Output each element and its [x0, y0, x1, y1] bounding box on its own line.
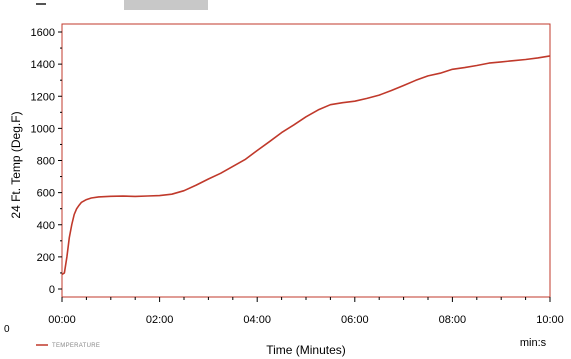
- legend-label: TEMPERATURE: [52, 343, 100, 349]
- y-tick-label: 1600: [31, 27, 55, 39]
- series-layer: [61, 55, 551, 276]
- x-tick-label: 00:00: [48, 314, 76, 326]
- stray-zero-label: 0: [4, 324, 10, 335]
- y-tick-label: 1200: [31, 91, 55, 103]
- x-tick-label: 04:00: [243, 314, 271, 326]
- y-tick-label: 200: [37, 252, 55, 264]
- x-axis-unit-label: min:s: [520, 337, 547, 349]
- x-tick-label: 08:00: [439, 314, 467, 326]
- y-tick-label: 1000: [31, 123, 55, 135]
- x-axis-title: Time (Minutes): [266, 343, 346, 357]
- x-tick-label: 10:00: [536, 314, 564, 326]
- top-header-strip: [0, 0, 571, 10]
- y-tick-label: 600: [37, 188, 55, 200]
- y-axis: 0 200 400 600 800 1000 1200 1400 1600: [31, 27, 62, 296]
- series-line-temperature: [61, 55, 551, 276]
- y-tick-label: 1400: [31, 59, 55, 71]
- x-tick-label: 02:00: [146, 314, 174, 326]
- x-axis: 00:00 02:00 04:00 06:00 08:00 10:00: [48, 297, 564, 326]
- legend: TEMPERATURE: [36, 343, 100, 349]
- x-tick-label: 06:00: [341, 314, 369, 326]
- y-tick-label: 400: [37, 220, 55, 232]
- top-gray-tab: [124, 0, 208, 10]
- y-tick-label: 800: [37, 156, 55, 168]
- y-axis-title: 24 Ft. Temp (Deg.F): [9, 111, 23, 218]
- y-tick-label: 0: [49, 284, 55, 296]
